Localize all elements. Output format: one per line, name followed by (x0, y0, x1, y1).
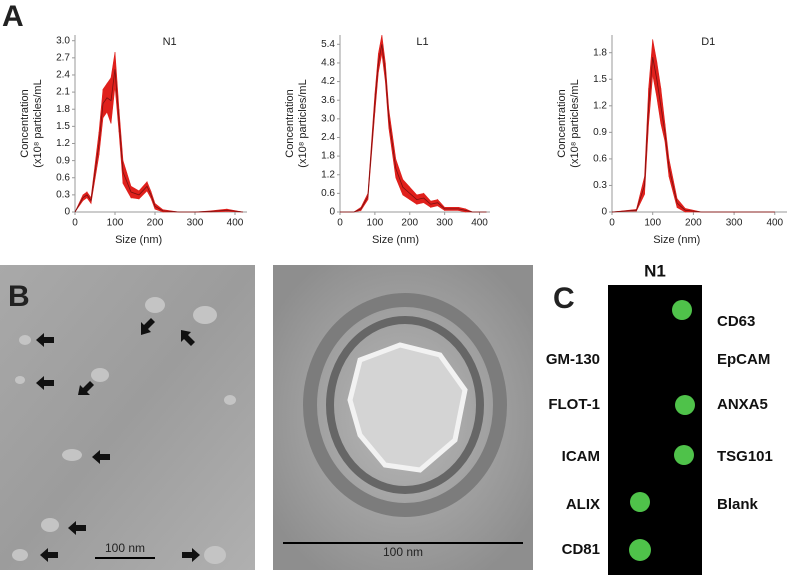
error-band (437, 198, 445, 212)
blot-label: TSG101 (717, 448, 773, 465)
x-tick-label: 300 (436, 218, 453, 229)
y-tick-label: 3.0 (321, 113, 335, 124)
vesicle-ring (326, 316, 484, 494)
error-band (676, 197, 686, 213)
y-tick-label: 4.2 (321, 76, 335, 87)
x-axis-label: Size (nm) (653, 234, 700, 246)
arrows (36, 318, 200, 562)
y-axis-label: (x10⁸ particles/mL (297, 79, 309, 167)
y-tick-label: 0.3 (56, 190, 70, 201)
panel-label: C (553, 282, 575, 315)
y-tick-label: 1.8 (56, 104, 70, 115)
y-tick-label: 1.8 (321, 151, 335, 162)
y-tick-label: 0.9 (56, 155, 70, 166)
y-tick-label: 2.4 (321, 132, 335, 143)
y-axis-label: Concentration (284, 89, 296, 158)
panel-label: B (8, 280, 30, 313)
y-axis-label: Concentration (556, 89, 568, 158)
x-tick-label: 300 (187, 218, 204, 229)
y-tick-label: 1.5 (593, 74, 607, 85)
vesicle-ring (303, 293, 507, 517)
charts: 0 0.3 0.6 0.9 1.2 1.5 1.8 2.1 2.4 2.7 3.0 0 100 200 30… (19, 34, 787, 246)
mean-line (340, 44, 487, 213)
blot-label: ALIX (566, 496, 600, 513)
y-tick-label: 0.6 (56, 172, 70, 183)
x-tick-label: 200 (401, 218, 418, 229)
membrane (608, 285, 702, 575)
y-tick-label: 1.2 (321, 169, 335, 180)
y-tick-label: 0 (329, 207, 335, 218)
chart-title: N1 (163, 36, 177, 48)
y-axis-label: (x10⁸ particles/mL (569, 79, 581, 167)
x-tick-label: 0 (609, 218, 615, 229)
error-band (660, 88, 666, 142)
y-tick-label: 0 (64, 207, 70, 218)
y-tick-label: 3.0 (56, 35, 70, 46)
y-tick-label: 0.6 (593, 154, 607, 165)
y-tick-label: 0.9 (593, 127, 607, 138)
scale-label: 100 nm (383, 545, 423, 559)
vesicles (12, 297, 236, 564)
x-tick-label: 400 (227, 218, 244, 229)
chart-title: L1 (416, 36, 428, 48)
error-band (668, 158, 678, 208)
blot-label: ANXA5 (717, 396, 768, 413)
chart-title: D1 (701, 36, 715, 48)
y-tick-label: 0.6 (321, 188, 335, 199)
blot-label: ICAM (562, 448, 600, 465)
blot-label: FLOT-1 (548, 396, 600, 413)
error-band (122, 160, 132, 199)
blot-label: CD63 (717, 313, 755, 330)
scale-label: 100 nm (105, 541, 145, 555)
y-tick-label: 1.8 (593, 47, 607, 58)
y-tick-label: 2.4 (56, 70, 70, 81)
x-tick-label: 100 (644, 218, 661, 229)
blot-label: CD81 (562, 541, 600, 558)
panel-label: A (2, 0, 24, 33)
error-band (154, 202, 164, 213)
x-axis-label: Size (nm) (115, 234, 162, 246)
x-tick-label: 400 (766, 218, 783, 229)
blot-label: Blank (717, 496, 759, 513)
x-tick-label: 400 (471, 218, 488, 229)
x-tick-label: 200 (147, 218, 164, 229)
x-tick-label: 0 (337, 218, 343, 229)
x-tick-label: 300 (726, 218, 743, 229)
y-tick-label: 2.7 (56, 52, 70, 63)
y-axis-label: Concentration (19, 89, 31, 158)
y-axis-label: (x10⁸ particles/mL (32, 79, 44, 167)
x-axis-label: Size (nm) (372, 234, 419, 246)
mean-line (74, 69, 244, 213)
y-tick-label: 5.4 (321, 39, 335, 50)
em-image (0, 265, 255, 570)
x-tick-label: 0 (72, 218, 78, 229)
y-tick-label: 1.5 (56, 121, 70, 132)
y-tick-label: 0 (601, 207, 607, 218)
x-tick-label: 100 (107, 218, 124, 229)
blot-title: N1 (644, 261, 666, 280)
y-tick-label: 1.2 (56, 138, 70, 149)
x-tick-label: 100 (367, 218, 384, 229)
y-tick-label: 1.2 (593, 100, 607, 111)
blot-label: EpCAM (717, 351, 770, 368)
x-tick-label: 200 (685, 218, 702, 229)
y-tick-label: 0.3 (593, 180, 607, 191)
error-band (409, 186, 418, 205)
y-tick-label: 4.8 (321, 58, 335, 69)
vesicle (347, 342, 468, 473)
dots (629, 300, 695, 561)
error-band (423, 192, 431, 208)
y-tick-label: 3.6 (321, 95, 335, 106)
error-band (402, 178, 411, 201)
y-tick-label: 2.1 (56, 87, 70, 98)
mean-line (611, 57, 775, 213)
blot-label: GM-130 (546, 351, 600, 368)
